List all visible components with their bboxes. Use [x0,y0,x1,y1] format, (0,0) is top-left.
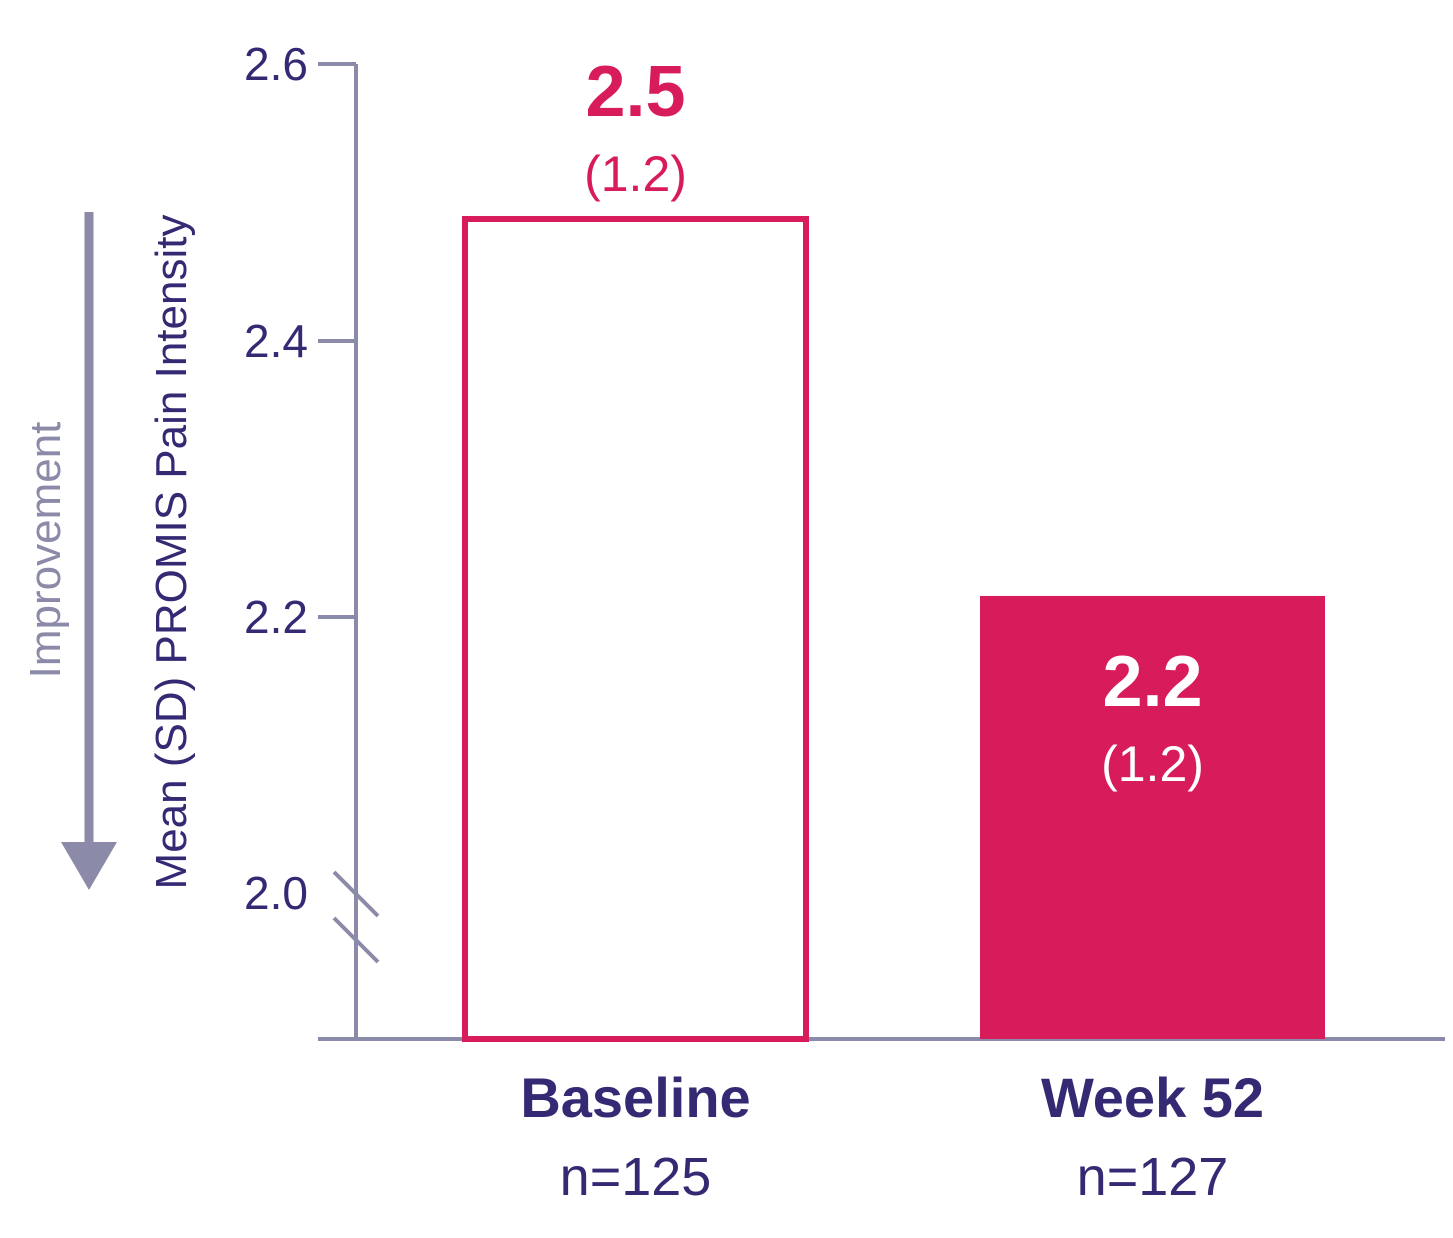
bar-value-label: 2.5 [585,52,685,132]
y-tick-label: 2.2 [244,591,308,643]
improvement-label: Improvement [21,422,70,679]
y-tick-label: 2.6 [244,38,308,90]
x-category-label: Week 52 [1041,1066,1264,1129]
bar-week-52 [980,595,1325,1039]
bar-baseline [462,215,809,1042]
x-category-label: Baseline [520,1066,750,1129]
axis-break-mark [332,870,380,964]
y-axis-label: Mean (SD) PROMIS Pain Intensity [147,215,196,890]
improvement-arrow-icon [61,212,117,890]
y-tick-label: 2.0 [244,867,308,919]
bar-value-label: 2.2 [1102,642,1202,722]
bar-sd-label: (1.2) [584,146,687,202]
x-category-n-label: n=125 [560,1147,712,1207]
x-category-n-label: n=127 [1077,1147,1229,1207]
y-tick-label: 2.4 [244,315,308,367]
bar-sd-label: (1.2) [1101,736,1204,792]
